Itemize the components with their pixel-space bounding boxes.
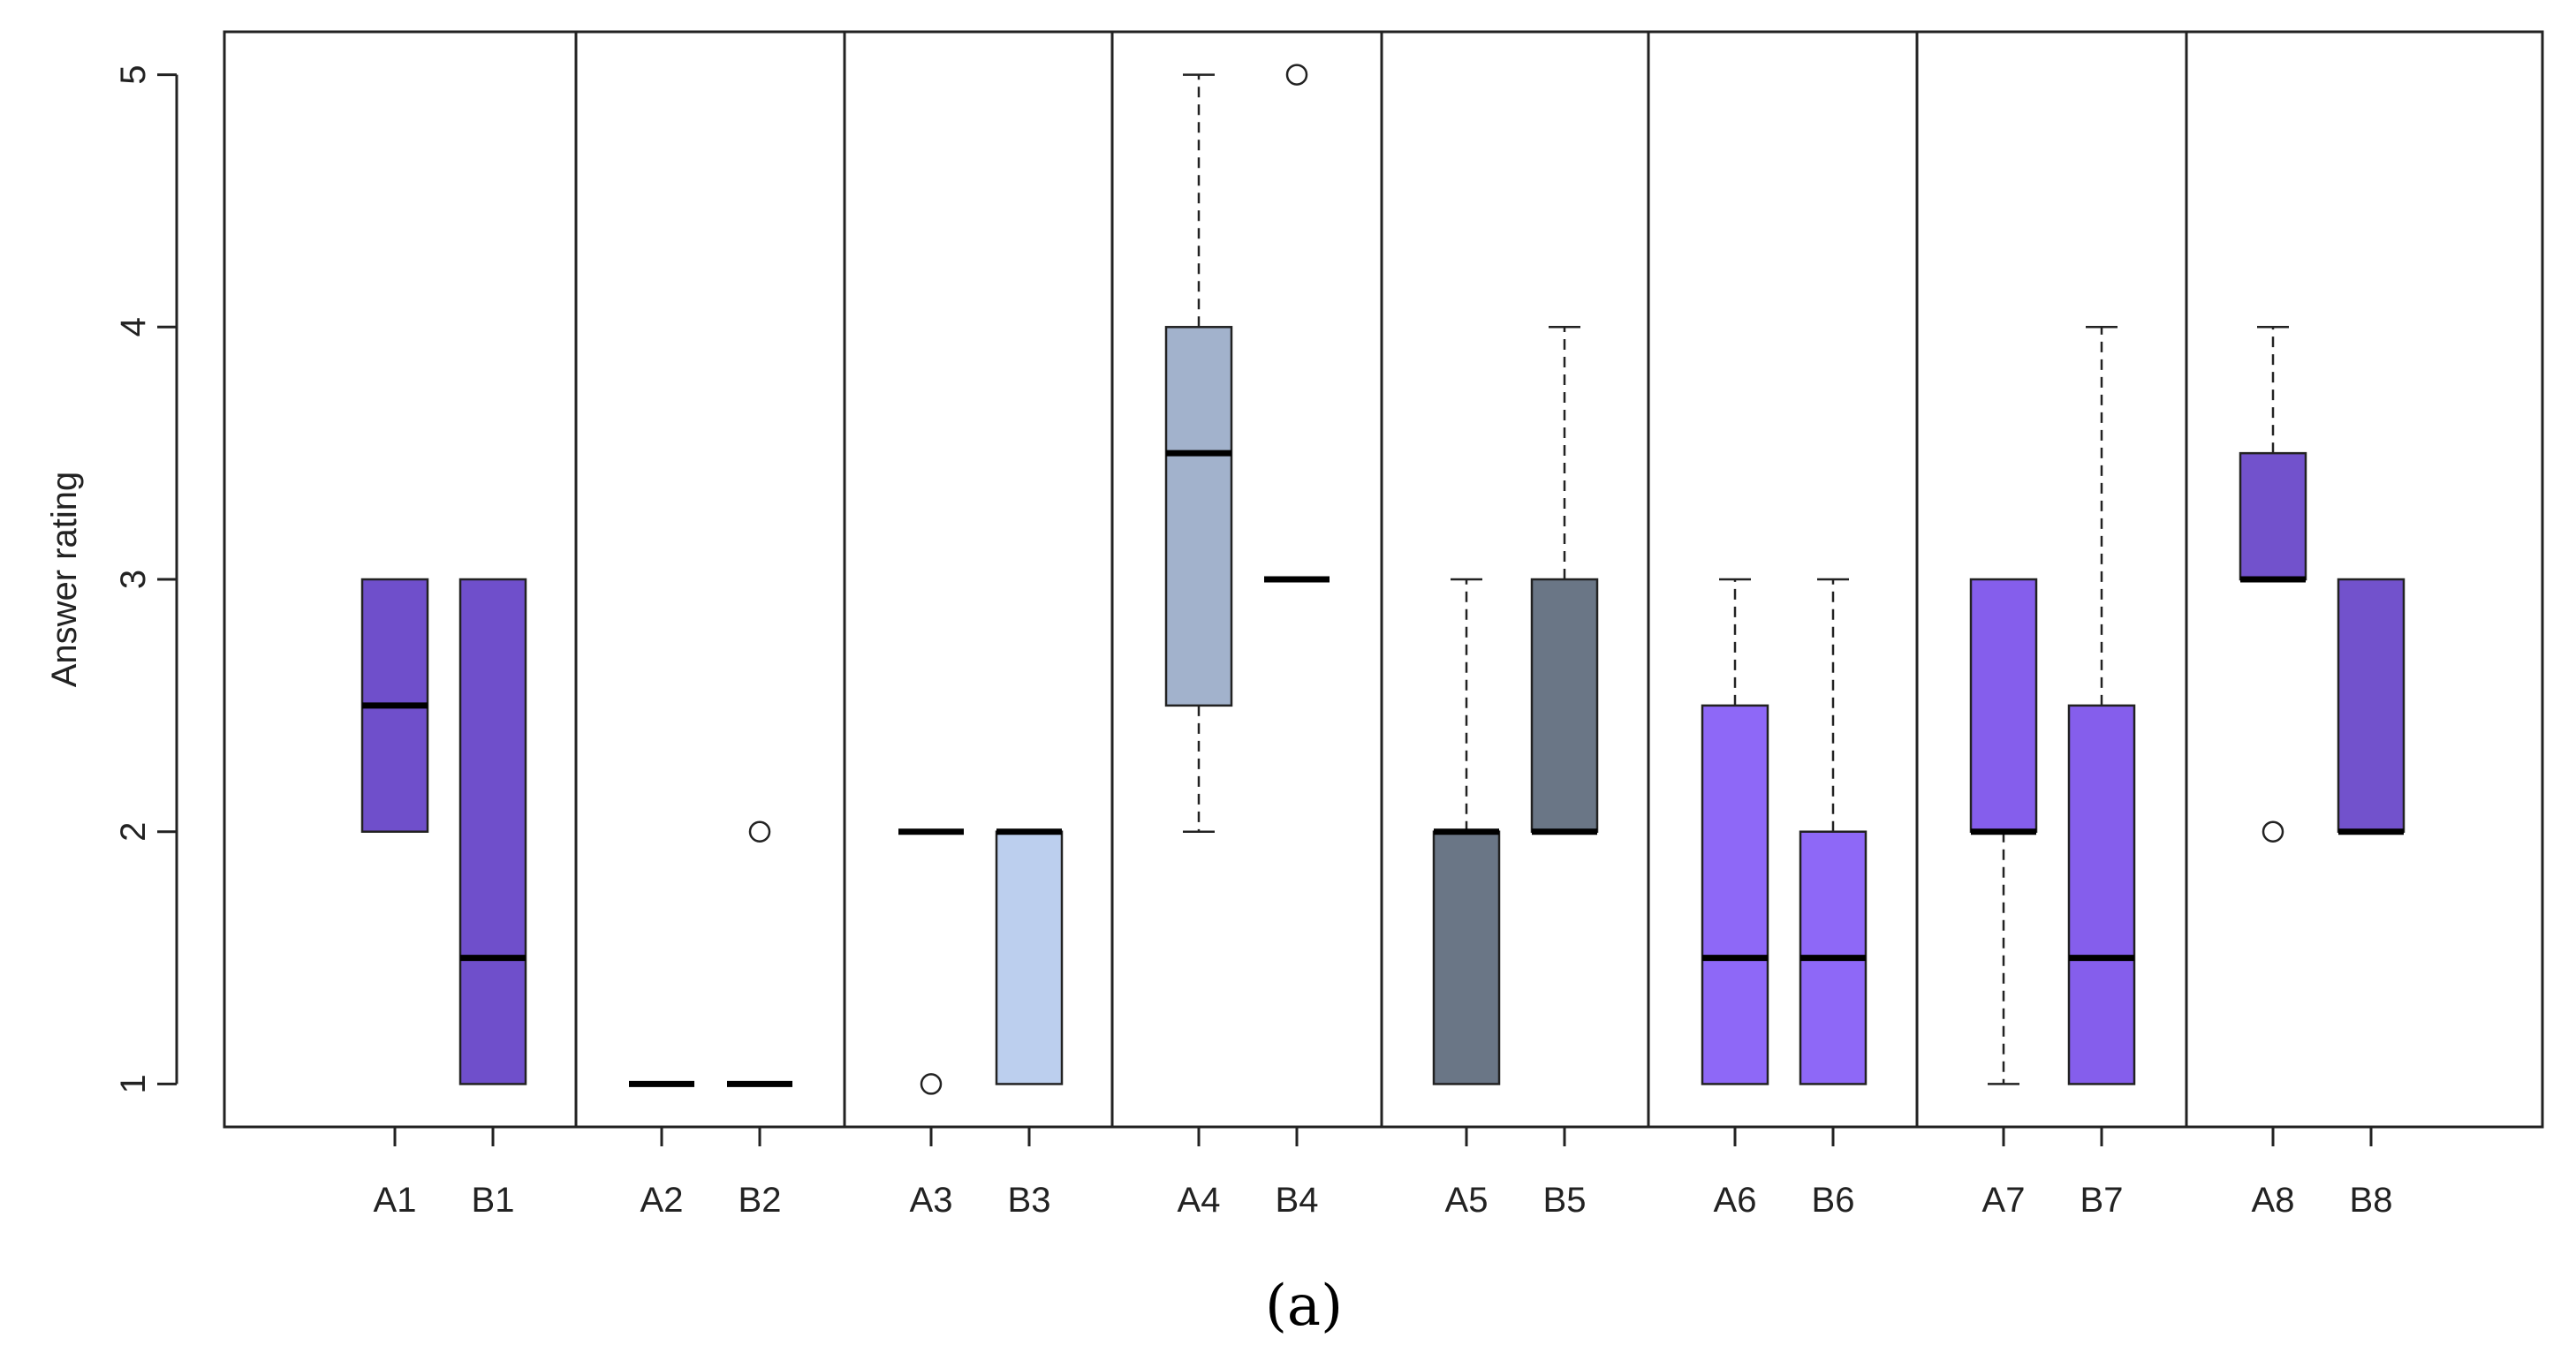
box-b2 [727,820,792,1087]
box-iqr [2239,451,2307,581]
box-a7 [1969,578,2038,1085]
box-b8 [2337,578,2406,835]
box-b1 [458,578,527,1085]
box-a4 [1164,73,1233,833]
x-tick-label: A3 [910,1181,953,1220]
x-tick-label: A1 [374,1181,417,1220]
box-iqr [458,578,527,1085]
box-a8 [2239,326,2307,843]
x-tick-label: A8 [2252,1181,2295,1220]
y-tick-label: 4 [114,317,153,336]
box-iqr [995,830,1064,1085]
box-b5 [1530,326,1599,835]
boxplot-series [360,64,2406,1095]
box-iqr [1432,830,1501,1085]
box-iqr [2067,704,2136,1085]
x-tick-label: B2 [739,1181,782,1220]
outlier-point [2262,820,2284,843]
x-tick-label: A6 [1714,1181,1757,1220]
y-tick-label: 5 [114,64,153,84]
x-tick-label: B6 [1812,1181,1855,1220]
x-tick-label: A4 [1178,1181,1221,1220]
box-a3 [898,828,964,1095]
box-a6 [1701,578,1769,1085]
x-tick-label: B3 [1008,1181,1051,1220]
x-axis: A1 B1 A2 B2 A3 B3 A4 B4 A5 B5 A6 B6 A7 B7 A8 B8 [374,1125,2393,1220]
box-iqr [1164,326,1233,707]
box-a5 [1432,578,1501,1085]
group-separators [574,32,2188,1127]
x-tick-label: A2 [640,1181,684,1220]
plot-frame [223,30,2544,1129]
figure-caption: (a) [1265,1274,1343,1339]
box-iqr [2337,578,2406,833]
x-tick-label: A5 [1445,1181,1489,1220]
box-b4 [1264,64,1330,583]
x-tick-label: B1 [472,1181,515,1220]
x-tick-label: B5 [1543,1181,1587,1220]
box-iqr [1701,704,1769,1085]
box-b6 [1799,578,1868,1085]
box-b7 [2067,326,2136,1085]
box-iqr [1530,578,1599,833]
x-tick-label: B4 [1276,1181,1319,1220]
x-tick-label: B7 [2080,1181,2124,1220]
y-tick-label: 1 [114,1074,153,1093]
y-axis: 1 2 3 4 5 [114,64,178,1094]
box-b3 [995,828,1064,1085]
box-iqr [1969,578,2038,833]
y-tick-label: 2 [114,822,153,842]
outlier-point [748,820,771,843]
y-axis-title: Answer rating [45,472,84,688]
x-tick-label: B8 [2350,1181,2393,1220]
y-tick-label: 3 [114,570,153,589]
outlier-point [920,1073,943,1095]
outlier-point [1285,64,1308,86]
x-tick-label: A7 [1982,1181,2026,1220]
box-a1 [360,578,429,833]
